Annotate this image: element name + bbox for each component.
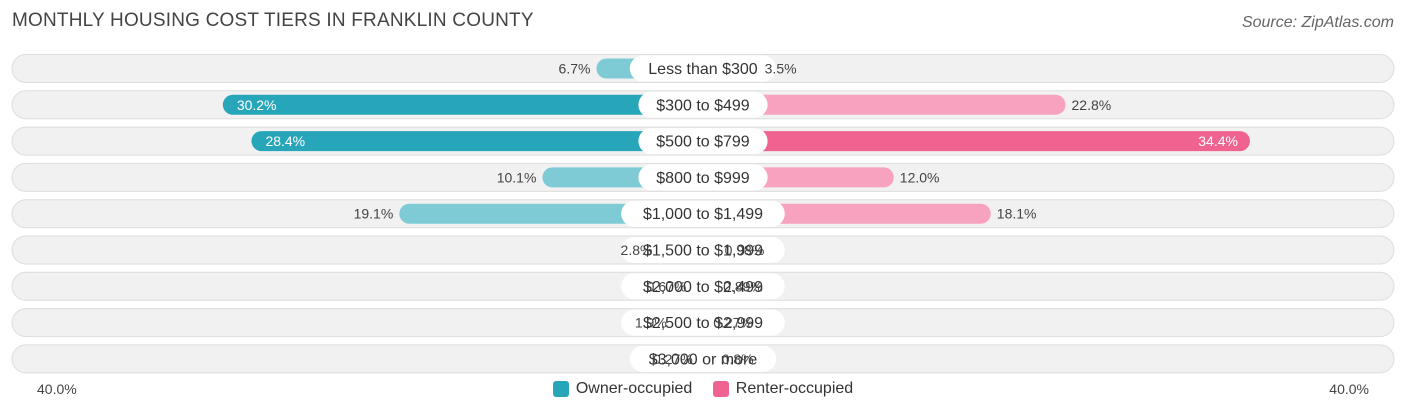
owner-value-label: 1.9% bbox=[635, 315, 667, 331]
axis-max-label: 40.0% bbox=[1329, 381, 1369, 397]
renter-value-label: 22.8% bbox=[1072, 97, 1112, 113]
category-label: $300 to $499 bbox=[656, 97, 750, 114]
renter-value-label: 3.5% bbox=[765, 61, 797, 77]
owner-value-label: 19.1% bbox=[354, 206, 394, 222]
owner-bar bbox=[251, 131, 713, 152]
chart-title: MONTHLY HOUSING COST TIERS IN FRANKLIN C… bbox=[12, 10, 534, 31]
chart-source: Source: ZipAtlas.com bbox=[1241, 14, 1394, 31]
renter-value-label: 12.0% bbox=[900, 169, 940, 185]
category-label: $800 to $999 bbox=[656, 170, 750, 187]
owner-value-label: 2.8% bbox=[621, 242, 653, 258]
category-pill bbox=[621, 200, 785, 227]
renter-bar bbox=[693, 94, 1066, 115]
renter-value-label: 0.89% bbox=[723, 278, 763, 294]
legend-label-owner: Owner-occupied bbox=[575, 380, 693, 397]
renter-value-label: 0.98% bbox=[725, 242, 765, 258]
category-label: $1,000 to $1,499 bbox=[643, 206, 763, 223]
owner-value-label: 6.7% bbox=[559, 61, 591, 77]
owner-value-label: 0.67% bbox=[647, 278, 687, 294]
category-pill bbox=[629, 55, 777, 82]
legend-label-renter: Renter-occupied bbox=[735, 380, 854, 397]
legend-item-owner: Owner-occupied bbox=[552, 380, 693, 398]
category-pill bbox=[621, 309, 785, 336]
renter-value-label: 0.8% bbox=[722, 351, 754, 367]
renter-value-label: 0.27% bbox=[713, 315, 753, 331]
category-pill bbox=[638, 128, 768, 155]
owner-value-label: 10.1% bbox=[497, 169, 537, 185]
axis-min-label: 40.0% bbox=[37, 381, 77, 397]
diverging-bar-chart: Less than $300 6.7% 3.5% $300 to $499 30.2% 2… bbox=[11, 54, 1395, 374]
legend: Owner-occupied Renter-occupied bbox=[0, 380, 1406, 402]
legend-swatch-owner bbox=[552, 381, 569, 397]
category-label: $500 to $799 bbox=[656, 134, 750, 151]
category-label: $2,500 to $2,999 bbox=[643, 315, 763, 332]
renter-value-label: 18.1% bbox=[997, 206, 1037, 222]
renter-value-label: 34.4% bbox=[1198, 133, 1238, 149]
category-pill bbox=[621, 237, 785, 263]
category-label: $2,000 to $2,499 bbox=[643, 279, 763, 296]
category-label: Less than $300 bbox=[648, 61, 758, 78]
category-label: $3,000 or more bbox=[649, 351, 758, 368]
owner-value-label: 0.27% bbox=[653, 351, 693, 367]
category-pill bbox=[629, 345, 777, 372]
legend-swatch-renter bbox=[712, 381, 729, 397]
owner-value-label: 30.2% bbox=[237, 97, 277, 113]
owner-value-label: 28.4% bbox=[265, 133, 305, 149]
renter-bar bbox=[693, 131, 1250, 152]
legend-item-renter: Renter-occupied bbox=[712, 380, 854, 398]
category-label: $1,500 to $1,999 bbox=[643, 243, 763, 260]
category-pill bbox=[638, 91, 768, 118]
category-pill bbox=[638, 164, 768, 191]
owner-bar bbox=[222, 94, 713, 115]
category-pill bbox=[621, 273, 785, 300]
